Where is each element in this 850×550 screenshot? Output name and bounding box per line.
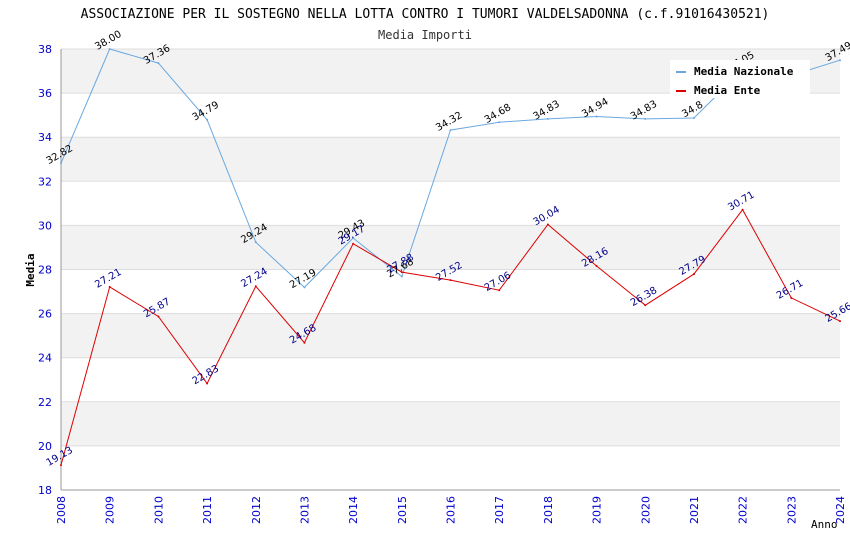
data-point	[303, 341, 306, 344]
data-point	[692, 273, 695, 276]
data-point	[352, 242, 355, 245]
data-point	[595, 264, 598, 267]
data-point	[60, 162, 62, 165]
x-tick-label: 2009	[104, 496, 117, 524]
x-tick-label: 2021	[688, 496, 701, 524]
y-tick-label: 26	[38, 308, 52, 321]
y-tick-labels: 18 20 22 24 26 28 30 32 34 36 38	[38, 43, 52, 497]
series-lines	[60, 48, 841, 467]
x-tick-label: 2019	[591, 496, 604, 524]
data-point	[644, 117, 647, 120]
y-tick-label: 30	[38, 219, 52, 232]
plot-band	[61, 401, 840, 446]
data-point	[108, 48, 111, 50]
data-point	[254, 285, 257, 288]
plot-band	[61, 225, 840, 270]
x-tick-label: 2017	[493, 496, 506, 524]
x-tick-label: 2022	[737, 496, 750, 524]
plot-band	[61, 137, 840, 182]
x-tick-label: 2011	[201, 496, 214, 524]
x-axis-title: Anno	[811, 518, 838, 531]
y-tick-label: 24	[38, 352, 52, 365]
plot-band	[61, 181, 840, 226]
data-point	[60, 464, 62, 467]
data-point	[449, 279, 452, 282]
data-point	[157, 62, 160, 65]
data-point	[352, 236, 355, 239]
data-point	[498, 121, 501, 124]
x-tick-labels: 2008 2009 2010 2011 2012 2013 2014 2015 2016 2017…	[55, 496, 847, 524]
data-point	[595, 115, 598, 118]
x-tick-label: 2008	[55, 496, 68, 524]
y-tick-label: 20	[38, 440, 52, 453]
y-tick-label: 38	[38, 43, 52, 56]
y-tick-label: 36	[38, 87, 52, 100]
plot-band	[61, 357, 840, 402]
data-point	[254, 241, 257, 244]
chart-subtitle: Media Importi	[378, 28, 472, 42]
x-tick-label: 2016	[445, 496, 458, 524]
data-point	[303, 286, 306, 289]
x-tick-label: 2020	[639, 496, 652, 524]
plot-band	[61, 445, 840, 490]
data-point	[206, 118, 209, 121]
plot-band	[61, 269, 840, 314]
data-point	[546, 117, 549, 120]
x-tick-label: 2024	[834, 496, 847, 524]
legend-box	[670, 60, 810, 98]
x-tick-label: 2015	[396, 496, 409, 524]
x-tick-label: 2012	[250, 496, 263, 524]
data-point	[498, 289, 501, 292]
data-point	[839, 320, 841, 323]
y-tick-label: 28	[38, 264, 52, 277]
data-point	[206, 382, 209, 385]
data-point	[546, 223, 549, 226]
plot-band	[61, 313, 840, 358]
chart-title: ASSOCIAZIONE PER IL SOSTEGNO NELLA LOTTA…	[81, 7, 770, 22]
x-tick-label: 2018	[542, 496, 555, 524]
legend: Media Nazionale Media Ente	[670, 60, 810, 98]
data-point	[108, 285, 111, 288]
data-point	[400, 271, 403, 274]
x-tick-label: 2013	[298, 496, 311, 524]
data-point	[741, 208, 744, 211]
data-point	[644, 304, 647, 307]
x-tick-label: 2023	[785, 496, 798, 524]
data-point	[692, 117, 695, 120]
y-axis-title: Media	[24, 253, 37, 286]
y-tick-label: 34	[38, 131, 52, 144]
y-tick-label: 18	[38, 484, 52, 497]
data-point	[790, 296, 793, 299]
x-tick-label: 2014	[347, 496, 360, 524]
y-tick-label: 22	[38, 396, 52, 409]
legend-label-nazionale: Media Nazionale	[694, 65, 794, 78]
data-point	[449, 129, 452, 132]
plot-bands	[61, 49, 840, 490]
y-tick-label: 32	[38, 175, 52, 188]
data-point	[400, 275, 403, 278]
x-tick-label: 2010	[152, 496, 165, 524]
legend-label-ente: Media Ente	[694, 84, 761, 97]
data-point	[839, 59, 841, 62]
data-point	[157, 315, 160, 318]
